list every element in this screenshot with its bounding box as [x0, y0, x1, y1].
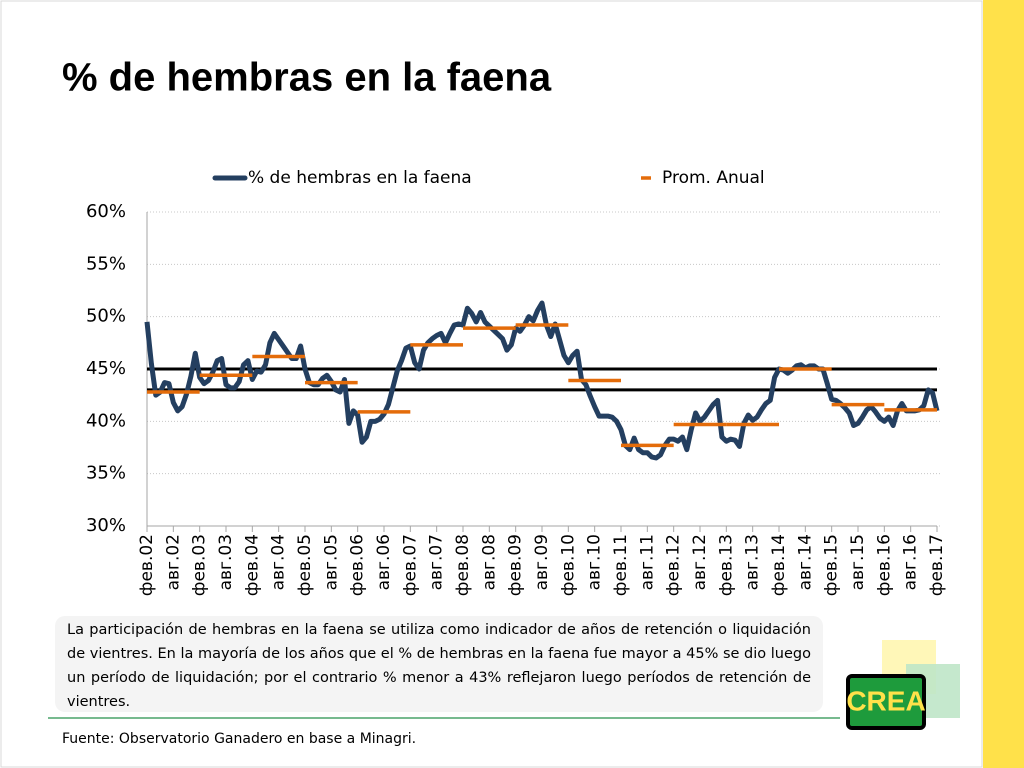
- x-tick-label: авг.16: [901, 534, 921, 590]
- logo-text: CREA: [846, 685, 925, 716]
- side-strip: [983, 0, 1024, 768]
- x-tick-label: авг.13: [743, 534, 763, 590]
- x-tick-label: авг.05: [321, 534, 341, 590]
- x-tick-label: фев.15: [822, 534, 842, 596]
- x-tick-label: фев.13: [716, 534, 736, 596]
- x-tick-label: фев.10: [558, 534, 578, 596]
- x-tick-label: авг.12: [690, 534, 710, 590]
- x-tick-label: авг.08: [479, 534, 499, 590]
- x-tick-label: фев.05: [295, 534, 315, 596]
- x-tick-label: авг.02: [163, 534, 183, 590]
- x-tick-label: авг.09: [532, 534, 552, 590]
- x-tick-label: фев.08: [453, 534, 473, 596]
- chart-title: % de hembras en la faena: [62, 56, 552, 100]
- y-tick-label: 50%: [86, 306, 126, 327]
- x-tick-label: авг.07: [427, 534, 447, 590]
- x-tick-label: фев.09: [506, 534, 526, 596]
- y-tick-label: 40%: [86, 410, 126, 431]
- x-tick-label: фев.14: [769, 534, 789, 596]
- y-tick-label: 30%: [86, 515, 126, 536]
- x-tick-label: авг.14: [795, 534, 815, 590]
- x-tick-label: авг.10: [585, 534, 605, 590]
- y-tick-label: 35%: [86, 463, 126, 484]
- legend-label: Prom. Anual: [662, 168, 765, 188]
- y-tick-label: 55%: [86, 253, 126, 274]
- x-tick-label: авг.06: [374, 534, 394, 590]
- x-tick-label: фев.16: [874, 534, 894, 596]
- x-tick-label: фев.06: [348, 534, 368, 596]
- y-tick-label: 60%: [86, 201, 126, 222]
- source: Fuente: Observatorio Ganadero en base a …: [62, 731, 417, 747]
- y-tick-label: 45%: [86, 358, 126, 379]
- slide-border: [0, 0, 983, 768]
- x-tick-label: авг.03: [216, 534, 236, 590]
- x-tick-label: фев.12: [664, 534, 684, 596]
- x-tick-label: фев.07: [400, 534, 420, 596]
- x-tick-label: фев.03: [190, 534, 210, 596]
- legend-label: % de hembras en la faena: [248, 168, 472, 188]
- logo-box: [846, 674, 926, 730]
- x-tick-label: фев.02: [137, 534, 157, 596]
- description: La participación de hembras en la faena …: [55, 616, 823, 712]
- x-tick-label: авг.11: [637, 534, 657, 590]
- x-tick-label: фев.11: [611, 534, 631, 596]
- x-tick-label: фев.17: [927, 534, 947, 596]
- x-tick-label: авг.15: [848, 534, 868, 590]
- x-tick-label: фев.04: [242, 534, 262, 596]
- x-tick-label: авг.04: [269, 534, 289, 590]
